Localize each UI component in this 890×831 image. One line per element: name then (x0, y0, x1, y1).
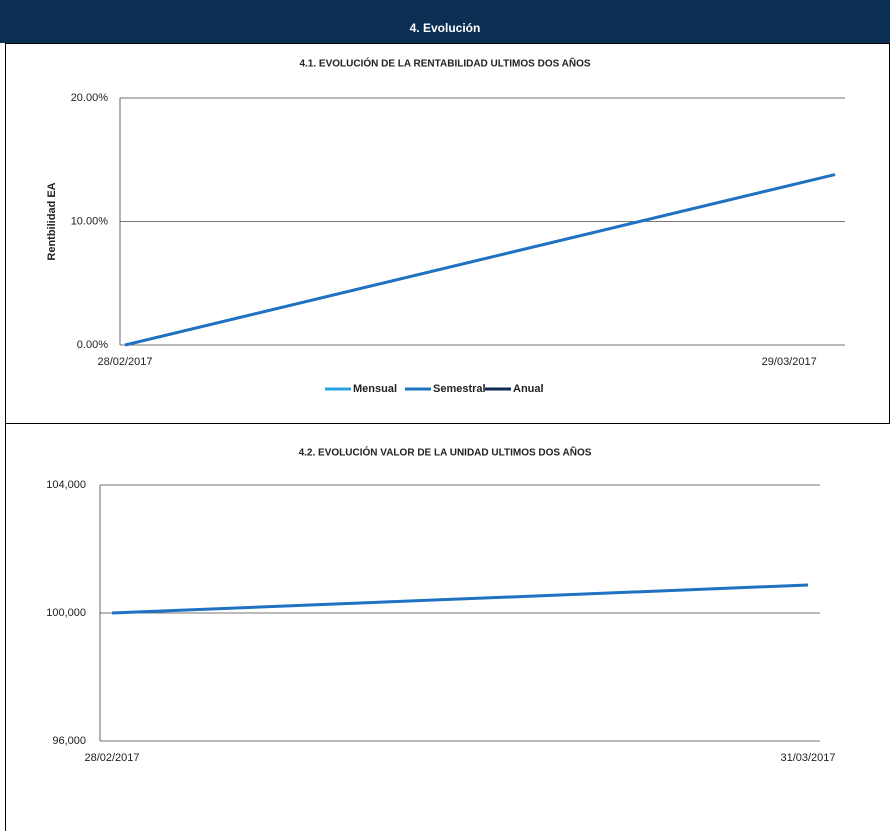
x-tick-label: 28/02/2017 (84, 752, 139, 764)
x-tick-label: 28/02/2017 (97, 356, 152, 368)
y-tick-label: 20.00% (71, 92, 109, 104)
legend-label: Semestral (433, 383, 486, 395)
y-axis-label: Rentbilidad EA (46, 182, 58, 260)
line-series (111, 583, 809, 615)
y-tick-label: 104,000 (46, 479, 86, 491)
chart-title: 4.2. EVOLUCIÓN VALOR DE LA UNIDAD ULTIMO… (299, 446, 592, 459)
chart-title: 4.1. EVOLUCIÓN DE LA RENTABILIDAD ULTIMO… (299, 57, 590, 70)
y-tick-label: 0.00% (77, 339, 108, 351)
line-series (124, 173, 836, 347)
y-tick-label: 100,000 (46, 607, 86, 619)
legend-label: Anual (513, 383, 544, 395)
legend-label: Mensual (353, 383, 397, 395)
y-tick-label: 96,000 (52, 735, 86, 747)
x-tick-label: 29/03/2017 (762, 356, 817, 368)
x-tick-label: 31/03/2017 (780, 752, 835, 764)
header-title: 4. Evolución (410, 21, 481, 35)
header-bar (0, 0, 890, 43)
y-tick-label: 10.00% (71, 215, 109, 227)
